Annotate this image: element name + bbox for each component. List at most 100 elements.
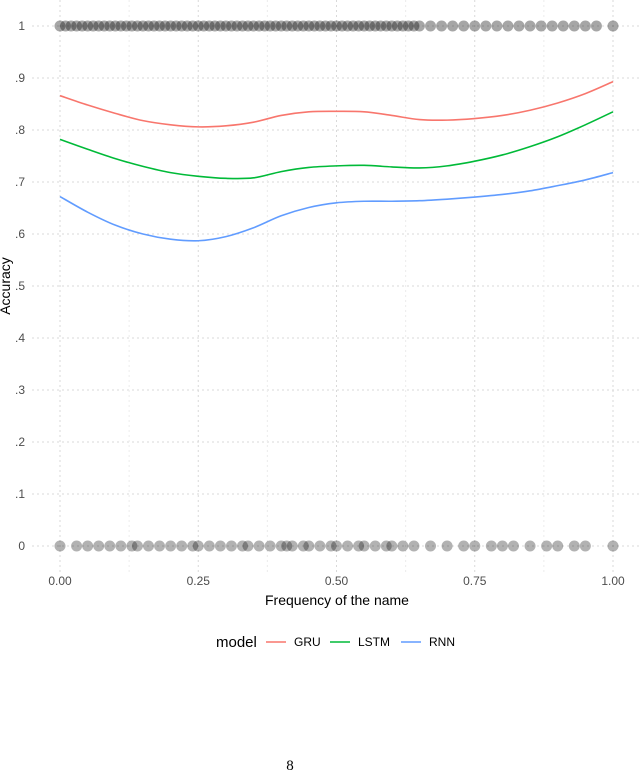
data-point [590,20,602,32]
data-point [71,20,83,32]
x-tick-labels: 0.00 0.25 0.50 0.75 1.00 [48,574,625,588]
series-line-lstm [59,111,614,180]
points-accuracy-1 [54,20,619,32]
series-lines [59,80,614,242]
data-point [447,20,459,32]
data-point [386,20,398,32]
y-tick-label: 0 [18,539,25,553]
data-point [502,20,514,32]
data-point [104,20,116,32]
data-point [480,20,492,32]
data-point [137,20,149,32]
page-number: 8 [286,758,294,774]
data-point [93,20,105,32]
data-point [325,20,337,32]
data-point [369,20,381,32]
legend-label: LSTM [358,635,390,649]
data-point [131,20,143,32]
data-point [546,20,558,32]
data-point [441,540,453,552]
data-point [154,20,166,32]
legend-label: RNN [429,635,455,649]
data-point [170,20,182,32]
data-point [292,20,304,32]
y-tick-label: 1 [18,19,25,33]
legend-label: GRU [294,635,321,649]
data-point [165,20,177,32]
data-point [93,540,105,552]
data-point [342,20,354,32]
data-point [71,540,83,552]
data-point [535,20,547,32]
data-point [491,20,503,32]
data-point [126,540,138,552]
data-point [319,20,331,32]
data-point [353,540,365,552]
data-point [507,540,519,552]
data-point [270,20,282,32]
data-point [342,540,354,552]
data-point [60,20,72,32]
data-point [76,20,88,32]
data-point [303,540,315,552]
data-point [297,20,309,32]
data-point [397,20,409,32]
data-point [192,540,204,552]
data-point [181,20,193,32]
data-point [524,20,536,32]
data-point [259,20,271,32]
data-point [353,20,365,32]
data-point [496,540,508,552]
data-point [458,20,470,32]
y-tick-label: .3 [15,383,25,397]
data-point [408,20,420,32]
data-point [458,540,470,552]
y-tick-label: .7 [15,175,25,189]
x-tick-label: 0.50 [325,574,349,588]
y-tick-label: .8 [15,123,25,137]
data-point [104,540,116,552]
data-point [607,20,619,32]
data-point [331,20,342,32]
data-point [286,540,298,552]
data-point [115,20,127,32]
y-tick-label: .5 [15,279,25,293]
data-point [314,20,326,32]
data-point [541,540,553,552]
y-tick-labels: 0 .1 .2 .3 .4 .5 .6 .7 .8 .9 1 [15,19,25,553]
data-point [159,20,171,32]
data-point [54,540,66,552]
data-point [358,20,370,32]
data-point [126,20,138,32]
data-point [281,20,293,32]
data-point [286,20,298,32]
data-point [275,20,287,32]
data-point [109,20,121,32]
data-point [397,540,409,552]
data-point [192,20,204,32]
series-line-gru [59,80,614,128]
points-accuracy-0 [54,540,619,552]
data-point [220,20,232,32]
x-tick-label: 1.00 [601,574,625,588]
y-tick-label: .9 [15,71,25,85]
data-point [209,20,221,32]
x-axis-title: Frequency of the name [265,592,409,608]
data-point [214,20,226,32]
x-tick-label: 0.75 [463,574,487,588]
data-point [275,540,287,552]
data-point [154,540,166,552]
data-point [214,540,226,552]
data-point [413,20,425,32]
data-point [148,20,160,32]
data-point [176,20,188,32]
data-point [82,20,94,32]
data-point [176,540,188,552]
data-point [485,540,497,552]
data-point [142,20,154,32]
y-tick-label: .2 [15,435,25,449]
grid-lines [32,0,640,574]
data-point [513,20,525,32]
data-point [336,20,348,32]
